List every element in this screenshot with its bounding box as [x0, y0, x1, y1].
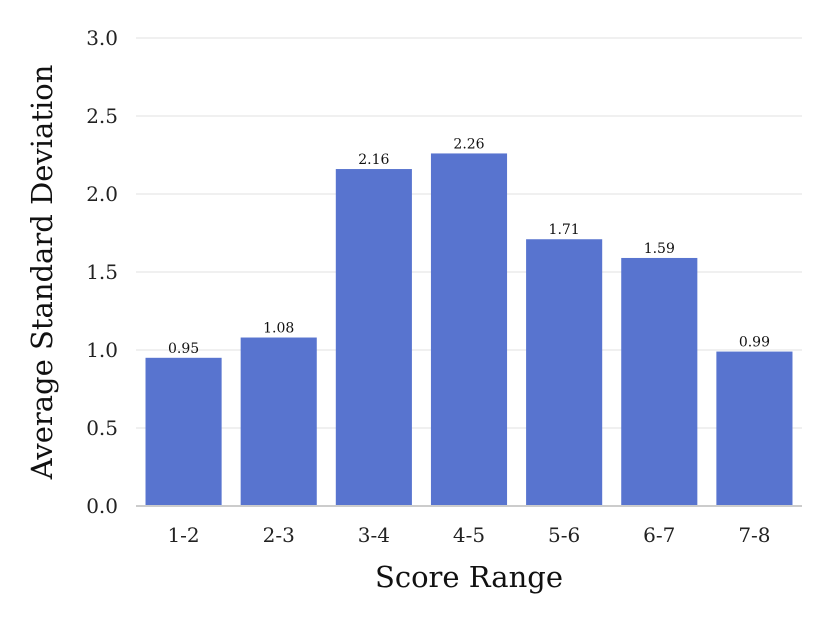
bar [240, 337, 317, 506]
bar-value-label: 1.08 [263, 321, 294, 337]
y-axis-title: Average Standard Deviation [25, 65, 59, 481]
bar-value-label: 1.71 [549, 222, 580, 238]
x-tick-label: 5-6 [548, 523, 580, 547]
bar-value-label: 0.95 [168, 341, 199, 357]
bar-value-label: 2.16 [358, 152, 389, 168]
y-tick-labels: 0.0 0.5 1.0 1.5 2.0 2.5 3.0 [86, 26, 118, 518]
bar [145, 357, 222, 506]
y-tick-label: 2.5 [86, 104, 118, 128]
bar [621, 257, 698, 506]
x-tick-labels: 1-2 2-3 3-4 4-5 5-6 6-7 7-8 [167, 523, 770, 547]
x-tick-label: 1-2 [167, 523, 199, 547]
x-tick-label: 4-5 [453, 523, 485, 547]
bar [716, 351, 793, 506]
bar-value-label: 2.26 [453, 136, 484, 152]
bar-value-labels: 0.95 1.08 2.16 2.26 1.71 1.59 0.99 [168, 136, 770, 356]
x-tick-label: 3-4 [358, 523, 390, 547]
bar-value-label: 1.59 [644, 241, 675, 257]
y-tick-label: 0.5 [86, 416, 118, 440]
x-tick-label: 2-3 [263, 523, 295, 547]
bar-value-label: 0.99 [739, 335, 770, 351]
x-tick-label: 6-7 [643, 523, 675, 547]
bar [526, 239, 603, 507]
bar [430, 153, 508, 506]
bars [145, 153, 793, 507]
bar [335, 169, 412, 507]
y-tick-label: 1.0 [86, 338, 118, 362]
y-tick-label: 1.5 [86, 260, 118, 284]
y-tick-label: 2.0 [86, 182, 118, 206]
y-tick-label: 0.0 [86, 494, 118, 518]
x-axis-title: Score Range [375, 560, 563, 594]
x-tick-label: 7-8 [738, 523, 770, 547]
y-tick-label: 3.0 [86, 26, 118, 50]
